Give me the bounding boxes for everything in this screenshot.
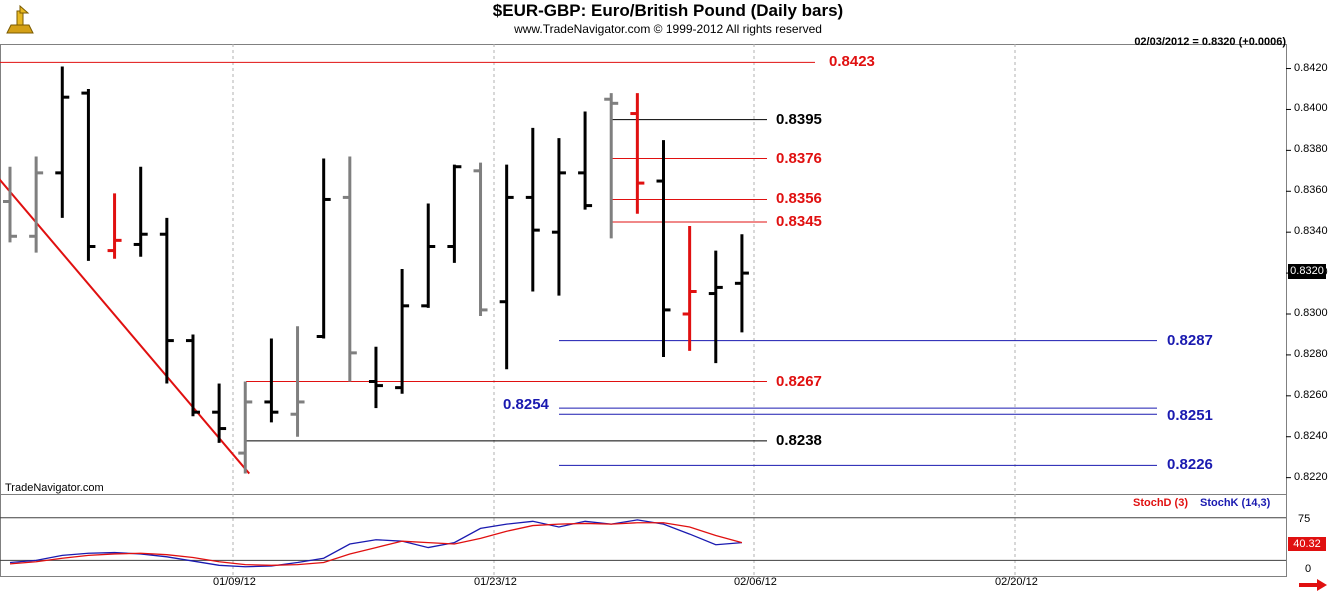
ohlc-bar [525,127,540,292]
level-label: 0.8356 [776,190,822,208]
ohlc-bar [212,383,227,443]
price-bars [3,66,749,474]
ohlc-bar [316,158,331,339]
price-levels [0,61,1157,466]
level-label: 0.8238 [776,431,822,449]
ohlc-bar [604,93,619,239]
last-price-marker: 0.8320 [1288,264,1326,279]
y-tick-label: 0.8400 [1294,102,1328,115]
trendline-segment [0,178,251,475]
x-tick-label: 02/06/12 [734,576,777,588]
chart-frame [0,44,1287,577]
ohlc-bar [159,217,174,384]
trade-navigator-logo-icon [6,4,34,34]
level-label: 0.8226 [1167,456,1213,474]
level-label: 0.8287 [1167,331,1213,349]
ohlc-bar [708,250,723,364]
ohlc-bar [734,234,749,333]
ohlc-bar [107,193,122,259]
y-tick-label: 0.8260 [1294,388,1328,401]
y-tick-label: 0.8220 [1294,470,1328,483]
scroll-right-arrow-icon[interactable] [1297,578,1329,592]
ohlc-bar [55,66,70,218]
ohlc-bar [81,89,96,261]
y-tick-label: 0.8300 [1294,307,1328,319]
ohlc-bar [395,269,410,394]
y-tick-label: 0.8420 [1294,61,1328,74]
ohlc-bar [656,140,671,357]
ohlc-bar [578,111,593,210]
y-tick-label: 0.8380 [1294,143,1328,156]
level-label: 0.8251 [1167,407,1213,425]
ohlc-bar [368,346,383,409]
watermark-text: TradeNavigator.com [5,482,104,494]
ohlc-bar [238,381,253,474]
stochd-line [9,522,743,566]
ohlc-bar [342,156,357,382]
level-label: 0.8267 [776,372,822,390]
y-tick-label: 0.8280 [1294,347,1328,360]
trendline [0,178,251,475]
level-label: 0.8395 [776,110,822,128]
ohlc-bar [29,156,44,253]
stoch-axis-lower: 0 [1305,563,1312,575]
level-label: 0.8423 [829,53,875,71]
stochastic-panel [0,517,1286,568]
ohlc-bar [630,93,645,214]
x-tick-label: 01/23/12 [474,576,517,588]
level-label: 0.8345 [776,212,822,230]
y-tick-label: 0.8340 [1294,225,1328,238]
legend-stochd: StochD (3) [1133,497,1188,509]
ohlc-bar [473,162,488,317]
ohlc-bar [185,334,200,417]
stochk-line [9,519,742,568]
x-tick-label: 01/09/12 [213,576,256,588]
level-label: 0.8376 [776,149,822,167]
x-tick-label: 02/20/12 [995,576,1038,588]
price-panel-border [0,44,1287,495]
y-tick-label: 0.8240 [1294,429,1328,442]
ohlc-bar [499,164,514,370]
stoch-value-marker: 40.32 [1288,537,1326,551]
stoch-panel-border [0,494,1287,577]
level-label: 0.8254 [503,396,549,414]
ohlc-bar [447,164,462,263]
chart-gridlines [232,44,1291,576]
ohlc-bar [682,226,697,351]
y-tick-label: 0.8360 [1294,184,1328,197]
ohlc-bar [3,166,17,243]
stoch-axis-upper: 75 [1298,513,1311,525]
ohlc-bar [290,326,305,437]
ohlc-bar [421,203,436,308]
legend-stochk: StochK (14,3) [1200,497,1271,509]
ohlc-bar [264,338,279,423]
ohlc-bar [133,166,148,257]
ohlc-bar [551,138,566,296]
